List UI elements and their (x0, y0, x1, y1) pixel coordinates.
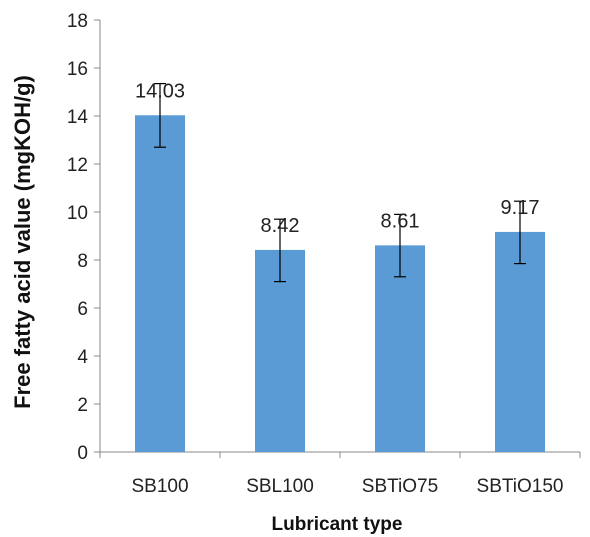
y-tick-label: 4 (77, 347, 88, 368)
y-tick-label: 12 (67, 155, 88, 176)
y-tick-label: 0 (77, 443, 88, 464)
y-tick-label: 10 (67, 203, 88, 224)
error-bar-sb100 (154, 82, 166, 148)
error-bar-sbtio75 (394, 213, 406, 278)
bar-sbtio150 (495, 231, 545, 452)
y-tick-label: 8 (77, 251, 88, 272)
data-label-sbtio150: 9.17 (501, 197, 540, 219)
data-labels: 14.03 8.42 8.61 9.17 (135, 80, 540, 237)
data-label-sb100: 14.03 (135, 80, 185, 102)
y-axis: 0 2 4 6 8 10 12 14 16 18 (67, 11, 101, 464)
x-tick-label: SBTiO150 (477, 476, 564, 497)
x-tick-label: SBTiO75 (362, 476, 438, 497)
error-bars (154, 82, 526, 283)
bars (135, 115, 545, 452)
data-label-sbtio75: 8.61 (381, 210, 420, 232)
error-bar-sbl100 (274, 218, 286, 283)
y-tick-label: 14 (67, 107, 89, 128)
error-bar-sbtio150 (514, 200, 526, 265)
bar-sbl100 (255, 249, 305, 452)
y-tick-label: 18 (67, 11, 88, 32)
data-label-sbl100: 8.42 (261, 215, 300, 237)
y-axis-title: Free fatty acid value (mgKOH/g) (10, 75, 35, 409)
x-tick-label: SBL100 (246, 476, 314, 497)
x-axis-title: Lubricant type (272, 514, 403, 535)
bar-sbtio75 (375, 245, 425, 452)
y-tick-label: 2 (77, 395, 88, 416)
y-tick-label: 6 (77, 299, 88, 320)
bar-sb100 (135, 115, 185, 452)
x-tick-label: SB100 (131, 476, 188, 497)
y-tick-label: 16 (67, 59, 88, 80)
x-axis: SB100 SBL100 SBTiO75 SBTiO150 (99, 451, 581, 497)
